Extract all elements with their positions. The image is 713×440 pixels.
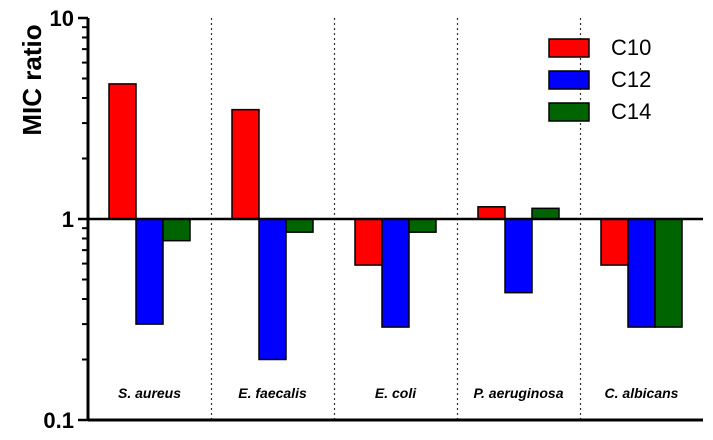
bar-c10-2 [354, 218, 383, 266]
legend-label-c14: C14 [611, 99, 651, 124]
legend-swatch-c10 [548, 38, 590, 58]
bar-c12-1 [258, 218, 287, 361]
legend-label-c10: C10 [611, 35, 651, 60]
bar-c10-3 [477, 206, 506, 220]
y-tick-label: 10 [50, 6, 74, 31]
bar-c12-0 [135, 218, 164, 325]
bar-c14-2 [408, 218, 437, 233]
legend-label-c12: C12 [611, 67, 651, 92]
bar-c14-1 [285, 218, 314, 233]
bar-c10-1 [231, 108, 260, 220]
category-label: E. faecalis [238, 385, 307, 401]
bar-c12-4 [627, 218, 656, 328]
legend-swatch-c14 [548, 102, 590, 122]
legend-swatch-c12 [548, 70, 590, 90]
bar-c10-0 [108, 83, 137, 220]
category-label: S. aureus [118, 385, 181, 401]
category-label: P. aeruginosa [473, 385, 563, 401]
category-label: E. coli [375, 385, 417, 401]
y-tick-label: 1 [62, 207, 74, 232]
bar-c14-0 [162, 218, 191, 242]
bar-c14-4 [654, 218, 683, 328]
bar-c14-3 [531, 207, 560, 220]
category-label: C. albicans [605, 385, 679, 401]
bar-c12-3 [504, 218, 533, 294]
y-tick-label: 0.1 [43, 408, 74, 433]
bar-c12-2 [381, 218, 410, 328]
bar-c10-4 [600, 218, 629, 266]
